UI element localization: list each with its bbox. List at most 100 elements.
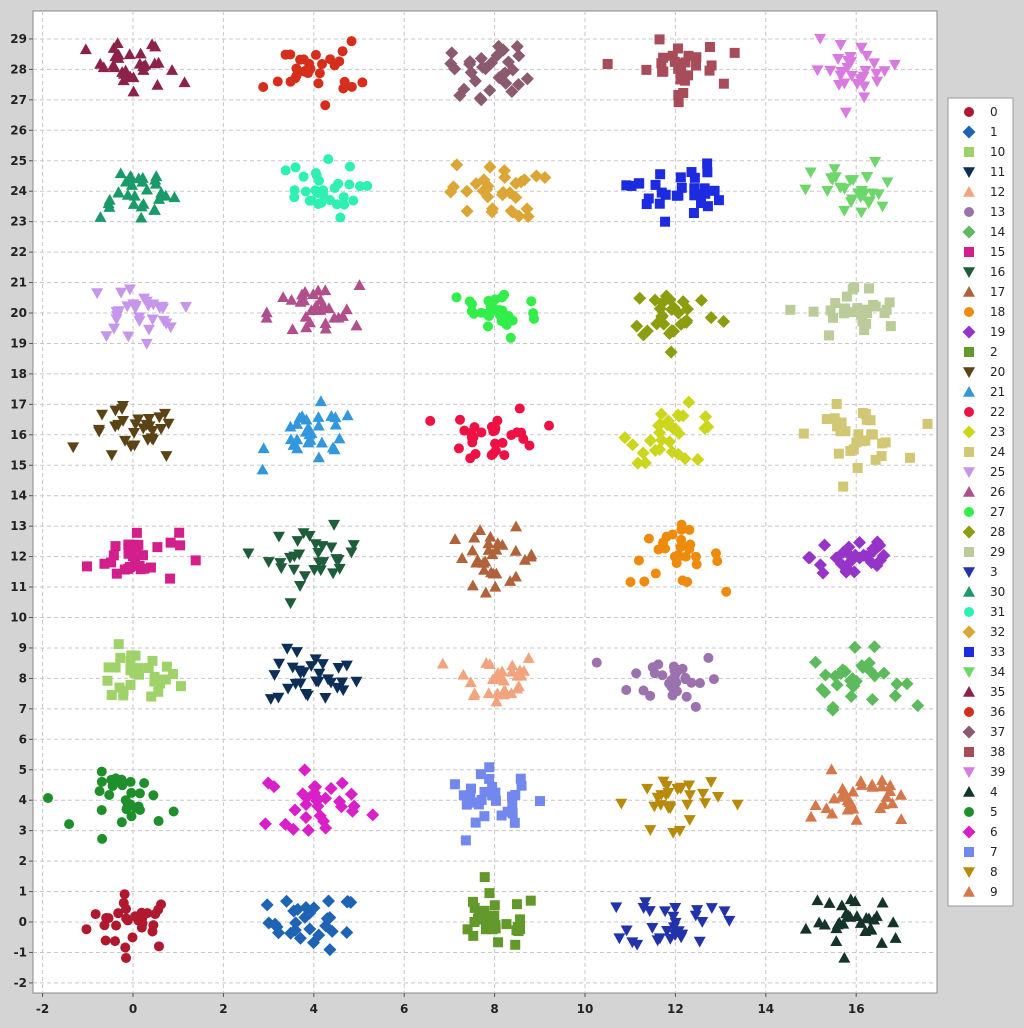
data-point [524,440,535,451]
series-22 [425,403,555,464]
data-point [453,443,464,454]
data-point [653,659,664,670]
data-point [312,411,325,422]
data-point [641,783,654,795]
data-point [890,677,904,691]
data-point [137,918,148,929]
data-point [509,544,522,556]
y-tick-label: 13 [10,519,27,533]
data-point [646,922,659,934]
data-point [520,72,534,86]
legend-item: 32 [962,625,1005,639]
data-point [876,451,887,462]
data-point [674,783,687,795]
y-tick-label: 21 [10,276,27,290]
data-point [299,310,312,322]
data-point [505,665,518,677]
data-point [149,671,160,682]
data-point [510,939,521,950]
data-point [655,309,669,323]
data-point [160,451,173,462]
legend-label: 23 [990,425,1005,439]
data-point [657,317,671,331]
data-point [444,185,458,199]
series-25 [91,284,192,350]
data-point [125,799,136,810]
data-point [824,65,837,77]
data-point [112,52,125,63]
data-point [839,107,852,119]
data-point [346,81,357,92]
data-point [451,292,462,303]
data-point [305,661,318,672]
data-point [649,668,660,679]
legend-label: 33 [990,645,1005,659]
data-point [455,414,466,425]
data-point [140,183,153,195]
data-point [139,58,152,70]
legend-item: 37 [962,725,1005,739]
data-point [312,419,325,431]
data-point [444,57,458,71]
data-point [836,782,849,794]
data-point [126,787,137,798]
legend-label: 25 [990,465,1005,479]
data-point [691,559,702,570]
data-point [848,640,862,654]
data-point [151,78,164,90]
data-point [109,405,122,417]
data-point [489,580,502,592]
axes: -2 0 2 4 6 8 10 12 14 16-2-1012345678910111213141… [10,32,864,1016]
data-point [514,403,525,414]
legend-label: 16 [990,265,1005,279]
data-point [166,64,179,75]
data-point [132,414,145,426]
data-point [94,211,107,222]
data-point [153,941,164,952]
data-point [272,531,285,543]
x-tick-label: -2 [36,1002,49,1016]
data-point [509,570,522,582]
data-point [114,167,127,179]
data-point [683,70,694,81]
data-point [470,556,483,568]
data-point [100,935,111,946]
data-point [179,302,192,313]
data-point [267,780,281,794]
data-point [785,304,796,315]
data-point [698,798,711,810]
data-point [303,922,317,936]
data-point [474,907,485,918]
data-point [483,311,494,322]
data-point [672,43,683,54]
legend-label: 32 [990,625,1005,639]
data-point [284,598,297,610]
data-point [289,916,303,930]
data-point [325,54,336,65]
data-point [805,810,818,822]
data-point [828,312,839,323]
data-point [851,437,862,448]
data-point [602,59,613,70]
legend-marker [963,467,975,478]
data-point [683,50,694,61]
y-tick-label: 22 [10,245,27,259]
series-39 [811,33,901,119]
data-point [366,808,380,822]
data-point [845,70,858,82]
y-tick-label: 7 [19,702,27,716]
data-point [645,690,656,701]
data-point [809,799,822,811]
data-point [445,46,459,60]
legend-label: 20 [990,365,1005,379]
data-point [804,167,817,179]
data-point [852,462,863,473]
data-point [657,66,668,77]
legend-item: 25 [963,465,1005,479]
data-point [864,283,875,294]
data-point [126,179,139,190]
data-point [492,415,503,426]
data-point [618,431,632,445]
data-point [288,803,302,817]
data-point [489,900,500,911]
